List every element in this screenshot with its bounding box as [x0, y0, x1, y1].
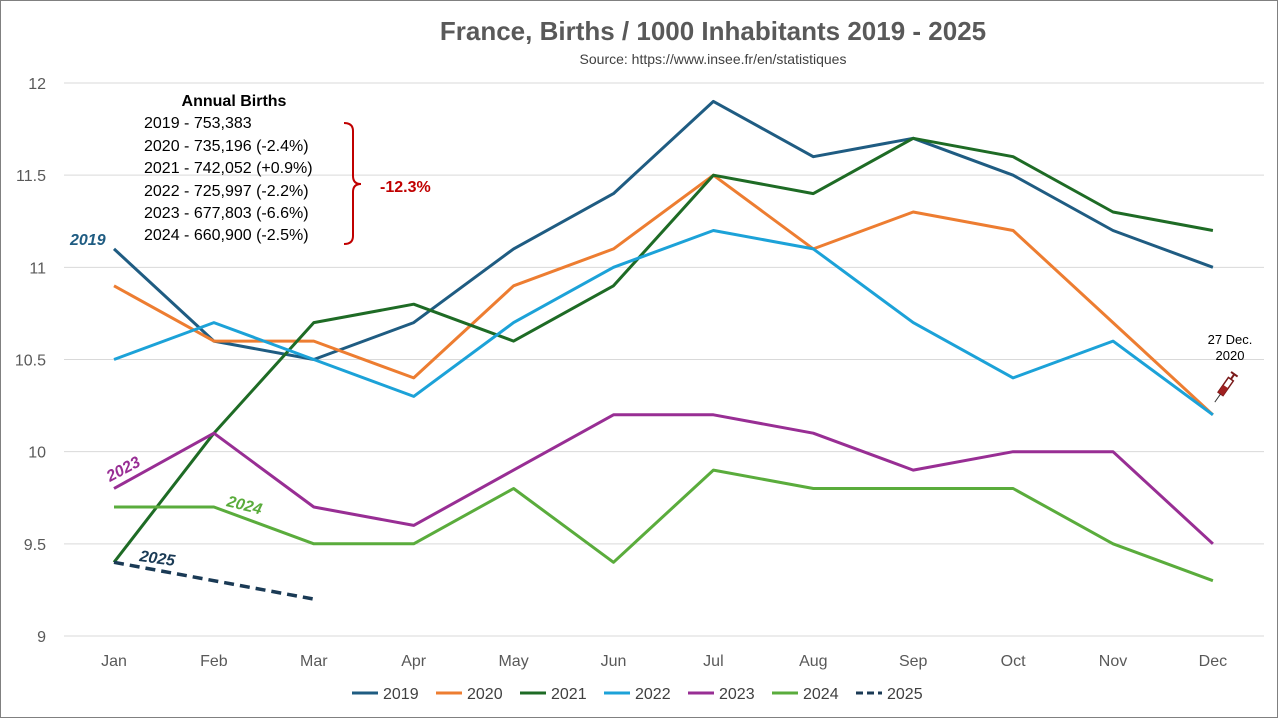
annual-births-line: 2019 - 753,383 — [144, 115, 252, 132]
syringe-icon — [1214, 371, 1239, 403]
y-tick-label: 11 — [29, 260, 46, 277]
annual-births-line: 2020 - 735,196 (-2.4%) — [144, 138, 309, 155]
series-label-2025: 2025 — [137, 548, 177, 570]
y-tick-label: 9 — [37, 629, 46, 646]
x-tick-label: Dec — [1199, 653, 1227, 670]
y-tick-label: 11.5 — [16, 168, 46, 185]
x-tick-label: Nov — [1099, 653, 1127, 670]
series-line-2019 — [112, 99, 1214, 361]
series-line-2022 — [113, 229, 1214, 417]
x-tick-label: Feb — [200, 653, 228, 670]
chart-subtitle: Source: https://www.insee.fr/en/statisti… — [580, 51, 847, 67]
series-label-2019: 2019 — [69, 232, 106, 249]
percent-bracket — [343, 122, 362, 245]
y-axis-ticks: 9 9.5 10 10.5 11 11.5 12 — [15, 76, 46, 646]
percent-change-label: -12.3% — [380, 179, 431, 196]
legend-label: 2025 — [887, 686, 923, 703]
annual-births-line: 2023 - 677,803 (-6.6%) — [144, 205, 309, 222]
legend-label: 2021 — [551, 686, 587, 703]
legend-label: 2024 — [803, 686, 839, 703]
series-line-2023 — [113, 413, 1214, 545]
x-tick-label: Sep — [899, 653, 928, 670]
legend: 2019 2020 2021 2022 2023 2024 2025 — [352, 686, 923, 703]
series-line-2025 — [113, 560, 315, 601]
x-tick-label: Oct — [1001, 653, 1026, 670]
series-line-2021 — [112, 136, 1214, 564]
series-label-2024: 2024 — [224, 493, 264, 518]
series-line-2024 — [114, 468, 1214, 583]
legend-label: 2020 — [467, 686, 503, 703]
y-tick-label: 10 — [28, 445, 46, 462]
y-tick-label: 10.5 — [15, 353, 46, 370]
x-tick-label: Mar — [300, 653, 328, 670]
x-tick-label: May — [498, 653, 528, 670]
dec-note-line1: 27 Dec. — [1208, 332, 1253, 347]
series-label-2023: 2023 — [103, 454, 143, 486]
legend-label: 2019 — [383, 686, 419, 703]
dec-note-line2: 2020 — [1216, 348, 1245, 363]
x-tick-label: Jan — [101, 653, 127, 670]
x-tick-label: Jun — [601, 653, 627, 670]
annual-births-title: Annual Births — [182, 93, 287, 110]
annual-births-line: 2024 - 660,900 (-2.5%) — [144, 227, 309, 244]
x-tick-label: Apr — [401, 653, 427, 670]
x-tick-label: Jul — [703, 653, 723, 670]
annual-births-line: 2022 - 725,997 (-2.2%) — [144, 183, 309, 200]
series-lines — [112, 99, 1214, 601]
legend-label: 2022 — [635, 686, 671, 703]
x-axis-ticks: Jan Feb Mar Apr May Jun Jul Aug Sep Oct Nov Dec — [101, 653, 1227, 670]
y-tick-label: 9.5 — [24, 537, 46, 554]
y-tick-label: 12 — [28, 76, 46, 93]
legend-label: 2023 — [719, 686, 755, 703]
annual-births-line: 2021 - 742,052 (+0.9%) — [144, 160, 313, 177]
x-tick-label: Aug — [799, 653, 827, 670]
chart-title: France, Births / 1000 Inhabitants 2019 -… — [440, 16, 986, 46]
